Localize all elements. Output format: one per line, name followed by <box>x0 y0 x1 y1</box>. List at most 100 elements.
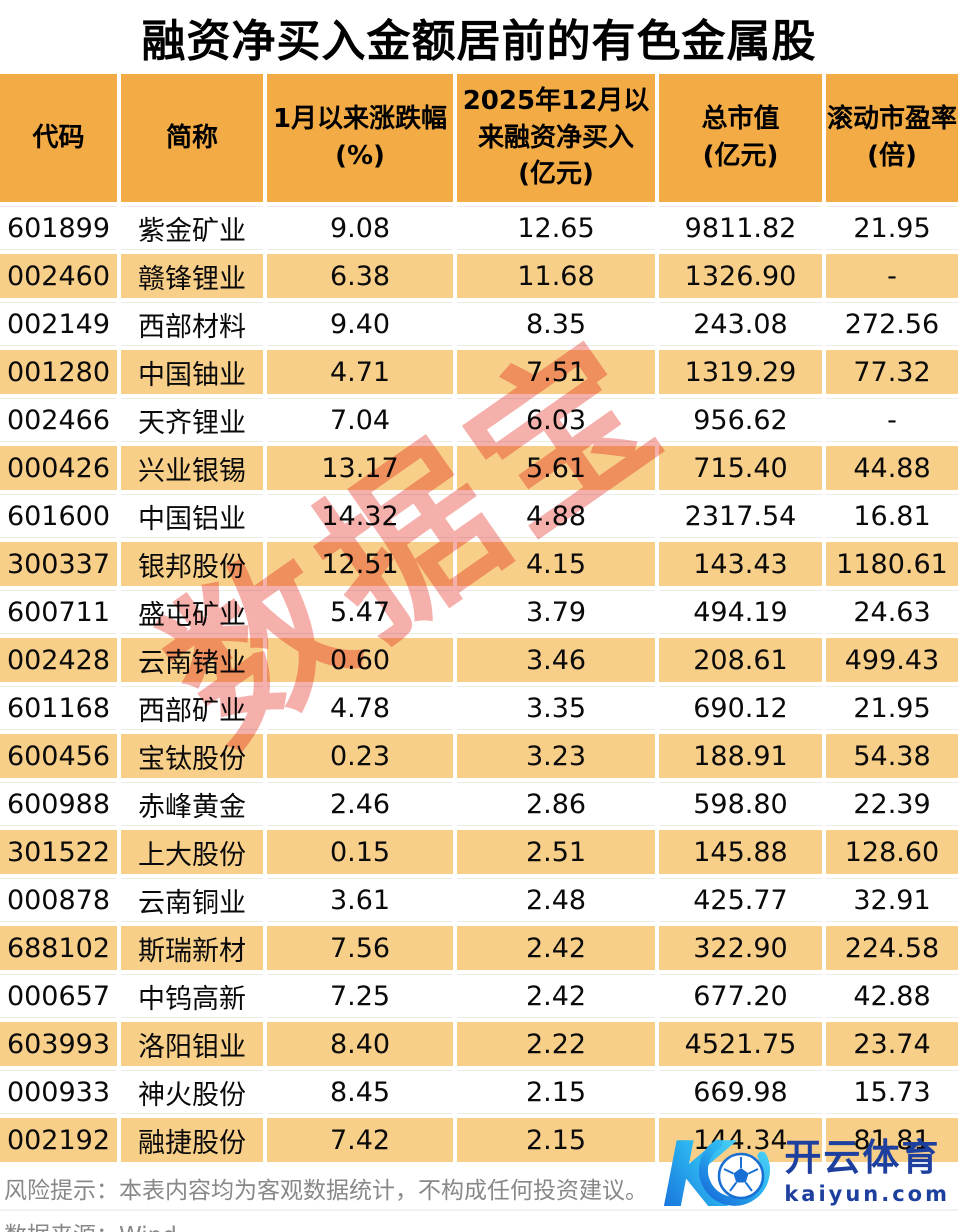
cell-market-cap: 494.19 <box>659 590 822 634</box>
cell-code: 300337 <box>0 542 117 586</box>
table-header-row: 代码 简称 1月以来涨跌幅 (%) 2025年12月以 来融资净买入 (亿元) … <box>0 74 958 202</box>
header-cell-pe: 滚动市盈率 (倍) <box>826 74 958 202</box>
cell-market-cap: 208.61 <box>659 638 822 682</box>
cell-pe: 499.43 <box>826 638 958 682</box>
cell-net-buy: 2.22 <box>457 1022 655 1066</box>
cell-change: 7.56 <box>267 926 453 970</box>
cell-pe: 21.95 <box>826 686 958 730</box>
cell-name: 兴业银锡 <box>121 446 263 490</box>
cell-market-cap: 715.40 <box>659 446 822 490</box>
cell-market-cap: 1319.29 <box>659 350 822 394</box>
cell-change: 5.47 <box>267 590 453 634</box>
cell-net-buy: 2.15 <box>457 1070 655 1114</box>
cell-pe: 81.81 <box>826 1118 958 1162</box>
table-row: 002460 赣锋锂业 6.38 11.68 1326.90 - <box>0 254 958 298</box>
table-row: 000657 中钨高新 7.25 2.42 677.20 42.88 <box>0 974 958 1018</box>
cell-pe: 21.95 <box>826 206 958 250</box>
cell-market-cap: 322.90 <box>659 926 822 970</box>
cell-net-buy: 3.79 <box>457 590 655 634</box>
data-source: 数据来源：Wind <box>0 1211 958 1232</box>
table-row: 300337 银邦股份 12.51 4.15 143.43 1180.61 <box>0 542 958 586</box>
cell-net-buy: 2.42 <box>457 974 655 1018</box>
cell-change: 7.04 <box>267 398 453 442</box>
cell-net-buy: 6.03 <box>457 398 655 442</box>
table-row: 301522 上大股份 0.15 2.51 145.88 128.60 <box>0 830 958 874</box>
cell-net-buy: 12.65 <box>457 206 655 250</box>
cell-name: 中国铀业 <box>121 350 263 394</box>
header-cell-change: 1月以来涨跌幅 (%) <box>267 74 453 202</box>
cell-name: 赣锋锂业 <box>121 254 263 298</box>
cell-pe: 1180.61 <box>826 542 958 586</box>
cell-code: 002192 <box>0 1118 117 1162</box>
cell-market-cap: 425.77 <box>659 878 822 922</box>
cell-name: 赤峰黄金 <box>121 782 263 826</box>
cell-change: 9.40 <box>267 302 453 346</box>
header-cell-market-cap: 总市值 (亿元) <box>659 74 822 202</box>
kaiyun-logo: K 开云体育 kaiyun.com <box>662 1128 950 1216</box>
cell-code: 000878 <box>0 878 117 922</box>
cell-name: 中钨高新 <box>121 974 263 1018</box>
cell-net-buy: 2.48 <box>457 878 655 922</box>
cell-net-buy: 2.86 <box>457 782 655 826</box>
cell-code: 002428 <box>0 638 117 682</box>
cell-name: 西部材料 <box>121 302 263 346</box>
cell-net-buy: 5.61 <box>457 446 655 490</box>
cell-code: 688102 <box>0 926 117 970</box>
cell-market-cap: 145.88 <box>659 830 822 874</box>
cell-code: 002460 <box>0 254 117 298</box>
header-cell-name: 简称 <box>121 74 263 202</box>
cell-name: 银邦股份 <box>121 542 263 586</box>
cell-change: 13.17 <box>267 446 453 490</box>
table-row: 002466 天齐锂业 7.04 6.03 956.62 - <box>0 398 958 442</box>
cell-name: 宝钛股份 <box>121 734 263 778</box>
cell-change: 14.32 <box>267 494 453 538</box>
cell-pe: 23.74 <box>826 1022 958 1066</box>
cell-change: 0.15 <box>267 830 453 874</box>
kaiyun-k-soccer-icon: K <box>662 1128 771 1216</box>
cell-name: 紫金矿业 <box>121 206 263 250</box>
table-row: 002428 云南锗业 0.60 3.46 208.61 499.43 <box>0 638 958 682</box>
cell-code: 601899 <box>0 206 117 250</box>
cell-change: 7.25 <box>267 974 453 1018</box>
cell-market-cap: 598.80 <box>659 782 822 826</box>
table-row: 601600 中国铝业 14.32 4.88 2317.54 16.81 <box>0 494 958 538</box>
cell-market-cap: 143.43 <box>659 542 822 586</box>
cell-code: 002466 <box>0 398 117 442</box>
table-row: 002149 西部材料 9.40 8.35 243.08 272.56 <box>0 302 958 346</box>
cell-net-buy: 2.15 <box>457 1118 655 1162</box>
kaiyun-brand-name: 开云体育 <box>784 1136 941 1180</box>
cell-market-cap: 9811.82 <box>659 206 822 250</box>
table-row: 600988 赤峰黄金 2.46 2.86 598.80 22.39 <box>0 782 958 826</box>
table-row: 600711 盛屯矿业 5.47 3.79 494.19 24.63 <box>0 590 958 634</box>
cell-change: 2.46 <box>267 782 453 826</box>
cell-code: 000933 <box>0 1070 117 1114</box>
cell-code: 601168 <box>0 686 117 730</box>
cell-name: 西部矿业 <box>121 686 263 730</box>
cell-pe: 32.91 <box>826 878 958 922</box>
cell-pe: 272.56 <box>826 302 958 346</box>
cell-pe: 22.39 <box>826 782 958 826</box>
cell-market-cap: 144.34 <box>659 1118 822 1162</box>
table-row: 603993 洛阳钼业 8.40 2.22 4521.75 23.74 <box>0 1022 958 1066</box>
risk-note: 风险提示：本表内容均为客观数据统计，不构成任何投资建议。 <box>0 1166 958 1211</box>
cell-name: 天齐锂业 <box>121 398 263 442</box>
table-row: 000426 兴业银锡 13.17 5.61 715.40 44.88 <box>0 446 958 490</box>
cell-name: 云南锗业 <box>121 638 263 682</box>
cell-market-cap: 1326.90 <box>659 254 822 298</box>
table-row: 001280 中国铀业 4.71 7.51 1319.29 77.32 <box>0 350 958 394</box>
cell-change: 6.38 <box>267 254 453 298</box>
cell-pe: 15.73 <box>826 1070 958 1114</box>
cell-net-buy: 11.68 <box>457 254 655 298</box>
header-cell-code: 代码 <box>0 74 117 202</box>
cell-code: 002149 <box>0 302 117 346</box>
cell-pe: - <box>826 398 958 442</box>
cell-code: 600988 <box>0 782 117 826</box>
cell-change: 4.71 <box>267 350 453 394</box>
cell-pe: 44.88 <box>826 446 958 490</box>
cell-net-buy: 8.35 <box>457 302 655 346</box>
cell-name: 上大股份 <box>121 830 263 874</box>
cell-code: 000426 <box>0 446 117 490</box>
cell-pe: 16.81 <box>826 494 958 538</box>
table-row: 600456 宝钛股份 0.23 3.23 188.91 54.38 <box>0 734 958 778</box>
